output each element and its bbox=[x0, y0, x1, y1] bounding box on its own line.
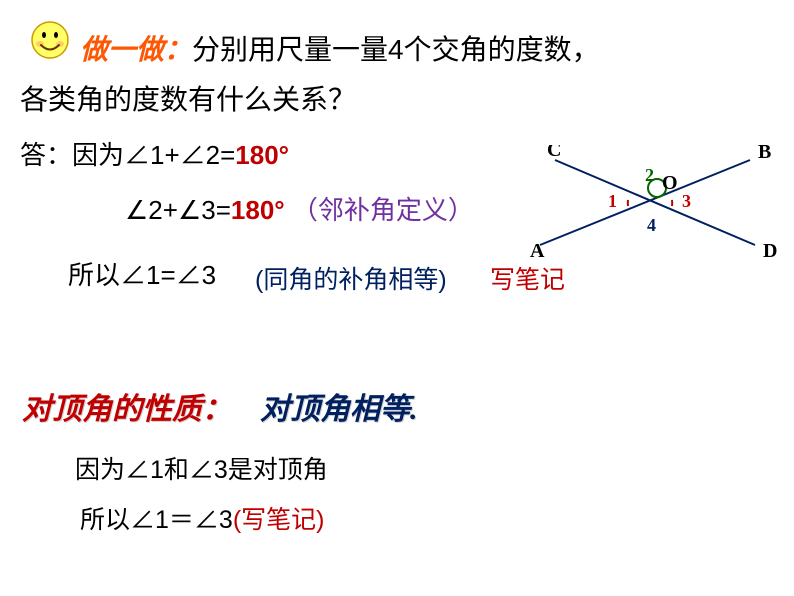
svg-text:B: B bbox=[758, 145, 771, 163]
svg-text:D: D bbox=[763, 240, 777, 262]
title-rest: 分别用尺量一量4个交角的度数， bbox=[192, 34, 600, 65]
title-line-1: 做一做：分别用尺量一量4个交角的度数， bbox=[80, 28, 600, 68]
property-title: 对顶角的性质： bbox=[22, 384, 232, 428]
ans2-text: ∠2+∠3= bbox=[125, 195, 231, 225]
proof-so-text: 所以∠1＝∠3 bbox=[80, 506, 233, 534]
title-line-2: 各类角的度数有什么关系？ bbox=[20, 78, 356, 118]
angle-diagram: A B C D O 1 2 3 4 bbox=[500, 145, 780, 270]
svg-text:3: 3 bbox=[682, 191, 691, 211]
answer-line-1: 答：因为∠1+∠2=180° bbox=[20, 135, 289, 172]
ans2-deg: 180° bbox=[231, 195, 285, 225]
svg-text:O: O bbox=[662, 172, 678, 194]
answer-line-3: 所以∠1=∠3 bbox=[68, 255, 216, 292]
ans1-text: 答：因为∠1+∠2= bbox=[20, 140, 235, 170]
title-prompt: 做一做： bbox=[80, 35, 192, 66]
svg-text:4: 4 bbox=[647, 215, 656, 235]
property-body: 对顶角相等. bbox=[260, 384, 418, 428]
ans2-reason: （邻补角定义） bbox=[292, 195, 474, 225]
ans1-deg: 180° bbox=[235, 140, 289, 170]
proof-so-note: (写笔记) bbox=[233, 506, 325, 534]
answer-line-2: ∠2+∠3=180° （邻补角定义） bbox=[125, 190, 474, 227]
svg-text:1: 1 bbox=[608, 191, 617, 211]
proof-because: 因为∠1和∠3是对顶角 bbox=[75, 450, 328, 486]
svg-text:C: C bbox=[547, 145, 561, 161]
smiley-icon bbox=[30, 20, 70, 65]
svg-text:2: 2 bbox=[645, 165, 654, 185]
svg-text:A: A bbox=[530, 240, 545, 262]
answer-line-3-reason: (同角的补角相等) bbox=[255, 260, 447, 296]
proof-so: 所以∠1＝∠3(写笔记) bbox=[80, 500, 324, 536]
